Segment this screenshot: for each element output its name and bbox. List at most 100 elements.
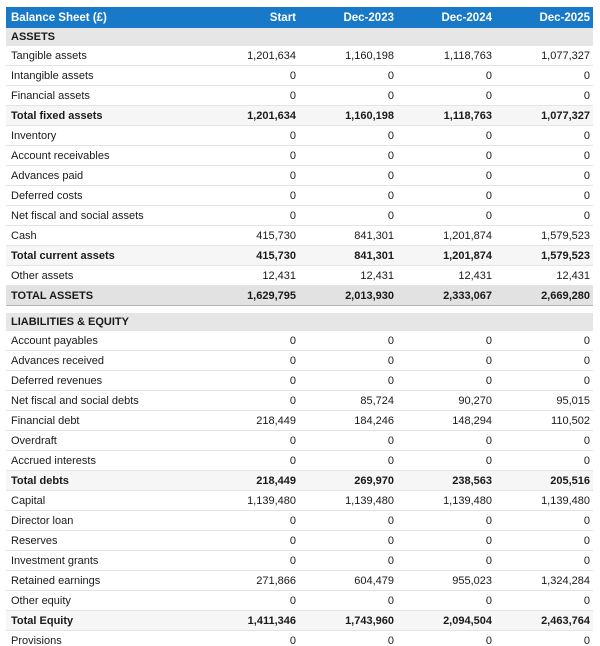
cell-value-dec-2024: 1,201,874 [397,245,495,266]
cell-value-start: 0 [201,165,299,186]
cell-value-dec-2025: 0 [495,350,593,371]
cell-value-dec-2025: 0 [495,590,593,611]
table-row: Provisions 0 0 0 0 [6,630,593,646]
table-row: Capital 1,139,480 1,139,480 1,139,480 1,139,… [6,490,593,511]
cell-value-start: 0 [201,510,299,531]
cell-value-dec-2023: 0 [299,165,397,186]
cell-value-dec-2025: 1,324,284 [495,570,593,591]
header-row: Balance Sheet (£) Start Dec-2023 Dec-202… [6,7,593,28]
cell-value-dec-2025: 0 [495,450,593,471]
column-header-dec-2025: Dec-2025 [495,7,593,28]
cell-value-dec-2025: 0 [495,165,593,186]
table-row: Deferred revenues 0 0 0 0 [6,370,593,391]
cell-value-start: 0 [201,630,299,646]
cell-value-dec-2024: 1,139,480 [397,490,495,511]
row-label: Overdraft [6,430,201,451]
cell-value-start: 12,431 [201,265,299,286]
table-row: Other assets 12,431 12,431 12,431 12,431 [6,265,593,286]
row-label: Account receivables [6,145,201,166]
cell-value-dec-2025: 2,463,764 [495,610,593,631]
cell-value-dec-2024: 0 [397,205,495,226]
cell-value-dec-2024: 2,094,504 [397,610,495,631]
cell-value-dec-2023: 0 [299,530,397,551]
cell-value-dec-2025: 1,077,327 [495,46,593,66]
cell-value-dec-2023: 0 [299,125,397,146]
cell-value-start: 0 [201,350,299,371]
cell-value-dec-2024: 148,294 [397,410,495,431]
cell-value-start: 271,866 [201,570,299,591]
cell-value-dec-2023: 0 [299,430,397,451]
column-header-start: Start [201,7,299,28]
table-row: Inventory 0 0 0 0 [6,125,593,146]
table-row: Net fiscal and social debts 0 85,724 90,270… [6,390,593,411]
cell-value-dec-2024: 0 [397,590,495,611]
table-row: Cash 415,730 841,301 1,201,874 1,579,523 [6,225,593,246]
cell-value-dec-2024: 12,431 [397,265,495,286]
table-row: LIABILITIES & EQUITY [6,313,593,331]
table-row: Other equity 0 0 0 0 [6,590,593,611]
table-row: Advances paid 0 0 0 0 [6,165,593,186]
cell-value-dec-2024: 0 [397,450,495,471]
cell-value-dec-2023: 1,160,198 [299,105,397,126]
cell-value-dec-2023: 841,301 [299,245,397,266]
row-label: Provisions [6,630,201,646]
table-row: Accrued interests 0 0 0 0 [6,450,593,471]
cell-value-start: 1,629,795 [201,285,299,306]
cell-value-dec-2023: 0 [299,205,397,226]
cell-value-dec-2025: 0 [495,630,593,646]
cell-value-dec-2024: 0 [397,350,495,371]
cell-value-dec-2025: 0 [495,185,593,206]
financial-table: Balance Sheet (£) Start Dec-2023 Dec-202… [6,7,593,646]
row-label: Director loan [6,510,201,531]
cell-value-start: 1,201,634 [201,105,299,126]
cell-value-dec-2024: 0 [397,550,495,571]
row-label: Account payables [6,331,201,351]
cell-value-start: 218,449 [201,410,299,431]
table-row: Total debts 218,449 269,970 238,563 205,516 [6,470,593,491]
balance-sheet-body: ASSETS Tangible assets 1,201,634 1,160,198 1… [6,28,593,646]
cell-value-dec-2023: 1,160,198 [299,46,397,66]
cell-value-dec-2025: 1,579,523 [495,245,593,266]
row-label: Capital [6,490,201,511]
cell-value-start: 0 [201,205,299,226]
cell-value-start: 0 [201,530,299,551]
row-label: Financial assets [6,85,201,106]
row-label: Advances paid [6,165,201,186]
row-label: Net fiscal and social debts [6,390,201,411]
table-row: Total current assets 415,730 841,301 1,201,… [6,245,593,266]
cell-value-dec-2025: 0 [495,125,593,146]
cell-value-start: 1,411,346 [201,610,299,631]
cell-value-dec-2025: 1,139,480 [495,490,593,511]
row-label: Total Equity [6,610,201,631]
cell-value-start: 0 [201,430,299,451]
row-label: Inventory [6,125,201,146]
row-label: Net fiscal and social assets [6,205,201,226]
table-row: Tangible assets 1,201,634 1,160,198 1,118,7… [6,46,593,66]
cell-value-dec-2023: 0 [299,630,397,646]
cell-value-start: 0 [201,145,299,166]
table-row: Net fiscal and social assets 0 0 0 0 [6,205,593,226]
cell-value-dec-2023: 0 [299,550,397,571]
cell-value-dec-2023: 0 [299,510,397,531]
table-row: Total Equity 1,411,346 1,743,960 2,094,504 2… [6,610,593,631]
cell-value-start: 218,449 [201,470,299,491]
row-label: Reserves [6,530,201,551]
cell-value-start: 415,730 [201,245,299,266]
cell-value-dec-2023: 841,301 [299,225,397,246]
cell-value-dec-2023: 1,743,960 [299,610,397,631]
row-label: Deferred costs [6,185,201,206]
cell-value-dec-2024: 0 [397,630,495,646]
cell-value-dec-2025: 0 [495,65,593,86]
row-label: Deferred revenues [6,370,201,391]
table-row: Financial debt 218,449 184,246 148,294 110,5… [6,410,593,431]
row-label: Accrued interests [6,450,201,471]
cell-value-dec-2025: 0 [495,205,593,226]
balance-sheet-table: Balance Sheet (£) Start Dec-2023 Dec-202… [6,7,593,646]
row-label: Total debts [6,470,201,491]
table-row: ASSETS [6,28,593,46]
cell-value-start: 0 [201,370,299,391]
table-row: Total fixed assets 1,201,634 1,160,198 1,11… [6,105,593,126]
cell-value-dec-2025: 0 [495,510,593,531]
cell-value-start: 0 [201,450,299,471]
row-label: Investment grants [6,550,201,571]
